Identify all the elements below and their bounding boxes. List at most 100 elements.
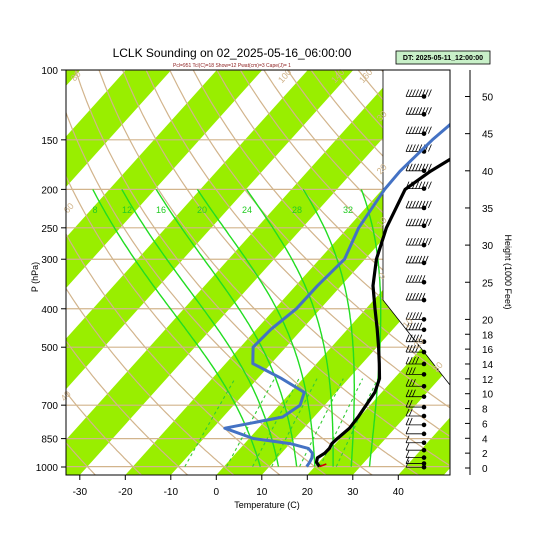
wind-barb-flag: [412, 218, 416, 226]
isotherm-band: [66, 70, 354, 390]
wind-barb-flag: [421, 275, 426, 283]
wind-barb-flag: [415, 255, 419, 264]
y2-axis-label: Height (1000 Feet): [503, 234, 513, 309]
wind-barb-flag: [428, 200, 432, 209]
wind-barb-flag: [421, 89, 426, 97]
wind-barb-flag: [405, 275, 410, 283]
wind-barb-flag: [405, 417, 410, 426]
height-tick-label: 6: [482, 419, 488, 430]
moist-adiabat: [302, 189, 355, 467]
wind-barb-flag: [424, 107, 429, 115]
wind-barb-flag: [418, 144, 423, 152]
parcel-line: [319, 463, 327, 468]
wind-barb-flag: [415, 334, 419, 342]
moist-adiabat-label: 12: [122, 205, 132, 215]
chart-title: LCLK Sounding on 02_2025-05-16_06:00:00: [113, 46, 352, 60]
wind-barb-flag: [415, 200, 419, 209]
x-tick-label: -30: [73, 487, 88, 498]
wind-barb-flag: [412, 292, 416, 301]
x-tick-label: -20: [118, 487, 133, 498]
wind-barb-flag: [415, 356, 419, 365]
height-tick-label: 0: [482, 464, 488, 475]
mixing-ratio-line: [184, 378, 236, 467]
wind-barb-flag: [424, 181, 429, 189]
wind-barb-flag: [428, 107, 432, 115]
wind-barb-flag: [412, 344, 416, 353]
wind-barb-flag: [405, 292, 410, 301]
wind-barb-flag: [424, 126, 429, 134]
height-tick-label: 20: [482, 315, 494, 326]
height-axis: 0 2 4 6 8 10 12 14 16 18 20 25 30 35 40 45 50: [465, 70, 494, 475]
height-tick-label: 45: [482, 130, 494, 141]
x-tick-label: 0: [214, 487, 220, 498]
wind-barb-flag: [421, 181, 426, 189]
wind-panel-mask: [383, 70, 450, 385]
x-tick-label: 40: [393, 487, 405, 498]
wind-barb-flag: [412, 89, 416, 97]
wind-barb-flag: [405, 322, 410, 330]
y-tick-label: 850: [41, 435, 58, 446]
wind-barb-flag: [415, 144, 419, 152]
moist-adiabat-label: 32: [343, 205, 353, 215]
height-tick-label: 2: [482, 449, 488, 460]
dry-adiabat: [74, 70, 419, 475]
wind-barb-flag: [412, 367, 416, 375]
wind-barb-flag: [428, 163, 432, 171]
wind-barb-flag: [415, 312, 419, 320]
wind-barb-flag: [418, 292, 423, 301]
wind-barb-flag: [415, 89, 419, 97]
sounding-profiles: [223, 122, 450, 468]
wind-barb-flag: [418, 255, 423, 264]
wind-barb-flag: [415, 126, 419, 134]
height-tick-label: 25: [482, 278, 494, 289]
wind-panel-edge: [382, 70, 451, 386]
wind-barb-flag: [408, 218, 413, 226]
dry-adiabat: [145, 70, 450, 409]
wind-barb-flag: [405, 435, 410, 443]
wind-barb-flag: [418, 163, 423, 171]
wind-barb-flag: [415, 181, 419, 189]
wind-barb-flag: [412, 389, 416, 397]
wind-barb-flag: [408, 379, 413, 387]
wind-barb-flag: [408, 399, 413, 408]
wind-barb-flag: [418, 126, 423, 134]
wind-barb-flag: [408, 408, 413, 417]
wind-barb-flag: [424, 237, 429, 246]
wind-barb-flag: [412, 379, 416, 387]
dewpoint-line: [223, 122, 450, 468]
wind-barb-flag: [408, 200, 413, 209]
wind-barb-flag: [421, 255, 426, 264]
wind-barb-flag: [408, 163, 413, 171]
wind-barb-flag: [405, 450, 410, 458]
wind-barb-flag: [415, 292, 419, 301]
wind-barb-flag: [418, 322, 423, 330]
dry-adiabat: [66, 232, 281, 475]
wind-barb-flag: [412, 144, 416, 152]
wind-barb-flag: [408, 417, 413, 426]
wind-barb-flag: [421, 218, 426, 226]
height-tick-label: 35: [482, 204, 494, 215]
wind-barb-flag: [405, 443, 410, 451]
isotherm-band: [66, 70, 172, 188]
wind-barb-flag: [421, 200, 426, 209]
wind-barb-flag: [424, 218, 429, 226]
wind-barbs: [405, 89, 432, 470]
dry-adiabat: [523, 70, 540, 475]
temperature-line: [314, 157, 450, 468]
wind-barb-flag: [408, 344, 413, 353]
wind-barb-flag: [418, 218, 423, 226]
wind-barb-flag: [408, 334, 413, 342]
moist-adiabat-label: 28: [292, 205, 302, 215]
wind-barb-flag: [405, 356, 410, 365]
chart-subtitle: Pcl=951 Tcl(C)=18 Show=12 Pwat(cm)=3 Cap…: [173, 63, 291, 69]
moist-adiabat-label: 8: [92, 205, 97, 215]
wind-barb-flag: [424, 255, 429, 264]
wind-barb-flag: [408, 107, 413, 115]
wind-barb-flag: [412, 312, 416, 320]
isotherm-band: [66, 70, 263, 289]
y-tick-label: 500: [41, 343, 58, 354]
wind-barb-flag: [418, 237, 423, 246]
y-tick-label: 1000: [36, 463, 59, 474]
wind-barb-flag: [408, 89, 413, 97]
wind-barb-flag: [412, 126, 416, 134]
